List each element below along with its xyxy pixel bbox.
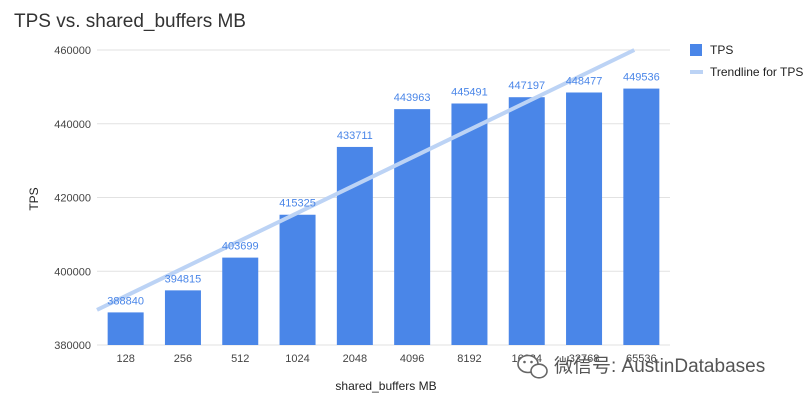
bar bbox=[566, 92, 603, 346]
trendline bbox=[96, 48, 636, 312]
data-label: 388840 bbox=[107, 295, 144, 307]
x-tick-label: 8192 bbox=[457, 353, 481, 365]
bar bbox=[279, 214, 316, 345]
legend-label-trendline: Trendline for TPS bbox=[710, 65, 803, 79]
y-tick-label: 440000 bbox=[54, 119, 91, 131]
legend: TPS Trendline for TPS bbox=[690, 43, 803, 79]
bar bbox=[336, 146, 373, 345]
data-label: 443963 bbox=[394, 92, 431, 104]
bar bbox=[451, 103, 488, 345]
x-tick-label: 1024 bbox=[285, 353, 309, 365]
data-label: 445491 bbox=[451, 87, 488, 99]
data-label: 448477 bbox=[566, 75, 603, 87]
x-tick-label: 65536 bbox=[626, 353, 657, 365]
watermark: 微信号: AustinDatabases bbox=[517, 354, 765, 379]
bars bbox=[107, 88, 660, 346]
x-tick-label: 32768 bbox=[569, 353, 600, 365]
bar bbox=[394, 109, 431, 345]
data-label: 403699 bbox=[222, 241, 259, 253]
x-axis-title: shared_buffers MB bbox=[335, 379, 436, 393]
wechat-icon bbox=[517, 354, 548, 379]
legend-swatch-tps bbox=[690, 44, 702, 56]
x-tick-label: 256 bbox=[174, 353, 192, 365]
x-tick-label: 2048 bbox=[343, 353, 367, 365]
bar bbox=[164, 290, 201, 345]
y-tick-label: 380000 bbox=[54, 340, 91, 352]
watermark-text: 微信号: AustinDatabases bbox=[554, 355, 765, 377]
data-label: 415325 bbox=[279, 198, 316, 210]
data-label: 449536 bbox=[623, 72, 660, 84]
x-tick-label: 4096 bbox=[400, 353, 424, 365]
bar bbox=[107, 312, 144, 345]
x-tick-label: 512 bbox=[231, 353, 249, 365]
bar bbox=[222, 257, 259, 345]
y-axis-ticks: 380000 400000 420000 440000 460000 bbox=[54, 45, 91, 352]
data-label: 433711 bbox=[337, 130, 373, 142]
x-tick-label: 128 bbox=[116, 353, 134, 365]
x-axis-ticks: 1282565121024204840968192163843276865536 bbox=[116, 353, 656, 365]
legend-label-tps: TPS bbox=[710, 43, 733, 57]
data-labels: 388840 394815 403699 415325 433711 443963 4454… bbox=[107, 72, 659, 308]
y-tick-label: 420000 bbox=[54, 193, 91, 205]
data-label: 447197 bbox=[508, 80, 545, 92]
bar bbox=[623, 88, 660, 345]
y-tick-label: 400000 bbox=[54, 266, 91, 278]
chart-title: TPS vs. shared_buffers MB bbox=[14, 11, 246, 32]
bar bbox=[508, 97, 545, 345]
y-axis-title: TPS bbox=[27, 187, 41, 210]
data-label: 394815 bbox=[165, 273, 202, 285]
y-tick-label: 460000 bbox=[54, 45, 91, 57]
